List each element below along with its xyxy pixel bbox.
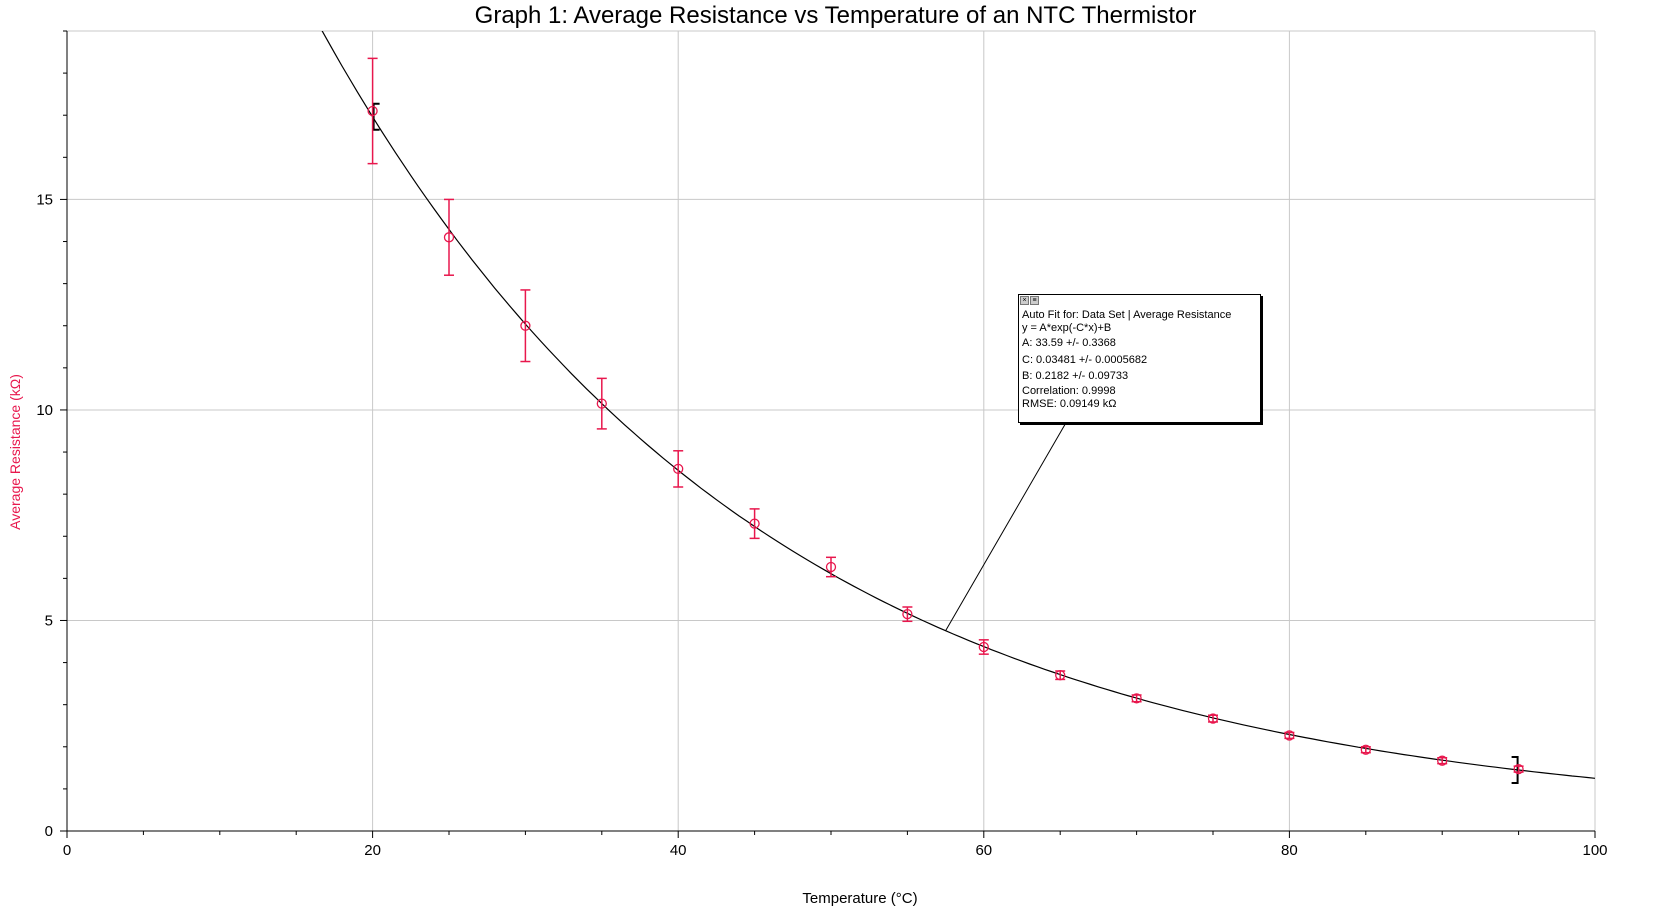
data-point bbox=[1437, 755, 1448, 766]
data-point bbox=[1131, 693, 1142, 704]
data-point bbox=[1055, 670, 1066, 681]
fit-parameters: Auto Fit for: Data Set | Average Resista… bbox=[1022, 309, 1257, 411]
data-marker bbox=[1513, 763, 1524, 775]
data-point bbox=[596, 377, 607, 430]
annotation-toolbar: × ≡ bbox=[1020, 296, 1039, 305]
data-point bbox=[749, 508, 760, 540]
data-marker bbox=[1360, 744, 1371, 755]
x-tick-label: 60 bbox=[975, 842, 992, 859]
data-point bbox=[673, 450, 684, 488]
fit-param-a: A: 33.59 +/- 0.3368 bbox=[1022, 337, 1116, 349]
x-tick-label: 0 bbox=[63, 842, 71, 859]
x-tick-label: 100 bbox=[1582, 842, 1607, 859]
y-tick-label: 5 bbox=[45, 612, 53, 629]
x-tick-label: 40 bbox=[670, 842, 687, 859]
data-point bbox=[1513, 763, 1524, 775]
fit-range-start-bracket bbox=[372, 102, 380, 131]
y-tick-label: 0 bbox=[45, 823, 53, 840]
grid-lines bbox=[67, 30, 1596, 831]
data-marker bbox=[902, 609, 913, 620]
data-marker bbox=[1207, 713, 1219, 724]
y-tick-label: 15 bbox=[36, 191, 53, 208]
fit-param-c: C: 0.03481 +/- 0.0005682 bbox=[1022, 353, 1148, 366]
data-marker bbox=[520, 320, 531, 331]
fit-equation: y = A*exp(-C*x)+B bbox=[1022, 322, 1112, 334]
data-marker bbox=[978, 641, 989, 653]
data-point bbox=[443, 198, 455, 276]
fit-param-b: B: 0.2182 +/- 0.09733 bbox=[1022, 370, 1129, 382]
data-point bbox=[1207, 713, 1219, 724]
data-point bbox=[825, 556, 837, 578]
data-marker bbox=[1284, 730, 1295, 741]
y-axis-label: Average Resistance (kΩ) bbox=[7, 374, 23, 530]
annotation-leader-line bbox=[945, 420, 1068, 631]
data-point bbox=[1360, 744, 1371, 755]
fit-curve-layer bbox=[321, 31, 1595, 785]
x-tick-label: 80 bbox=[1281, 842, 1298, 859]
menu-icon[interactable]: ≡ bbox=[1030, 296, 1039, 305]
y-tick-label: 10 bbox=[36, 402, 53, 419]
data-marker bbox=[367, 105, 378, 117]
data-marker bbox=[1131, 693, 1142, 704]
chart-title: Graph 1: Average Resistance vs Temperatu… bbox=[474, 2, 1197, 29]
data-point bbox=[520, 289, 531, 363]
data-marker bbox=[443, 232, 455, 243]
data-marker bbox=[1437, 755, 1448, 766]
data-point bbox=[902, 606, 913, 623]
fit-title: Auto Fit for: Data Set | Average Resista… bbox=[1022, 309, 1232, 321]
fit-correlation: Correlation: 0.9998 bbox=[1022, 384, 1116, 397]
fit-curve bbox=[321, 31, 1595, 779]
data-marker bbox=[749, 518, 760, 529]
tick-marks bbox=[60, 30, 1596, 838]
fit-range-end-bracket bbox=[1511, 756, 1519, 785]
data-point bbox=[367, 57, 378, 165]
x-tick-label: 20 bbox=[364, 842, 381, 859]
axis-labels: Temperature (°C) Average Resistance (kΩ)… bbox=[7, 191, 1608, 907]
data-point bbox=[978, 639, 989, 655]
close-icon[interactable]: × bbox=[1020, 296, 1029, 305]
x-axis-label: Temperature (°C) bbox=[802, 890, 917, 907]
data-points-layer bbox=[367, 57, 1524, 775]
data-point bbox=[1284, 730, 1295, 741]
axes bbox=[66, 31, 1595, 832]
data-marker bbox=[673, 463, 684, 475]
data-marker bbox=[596, 398, 607, 409]
fit-rmse: RMSE: 0.09149 kΩ bbox=[1022, 397, 1117, 410]
data-marker bbox=[825, 561, 837, 573]
data-marker bbox=[1055, 670, 1066, 681]
curve-fit-annotation[interactable]: × ≡ Auto Fit for: Data Set | Average Res… bbox=[1018, 294, 1261, 423]
